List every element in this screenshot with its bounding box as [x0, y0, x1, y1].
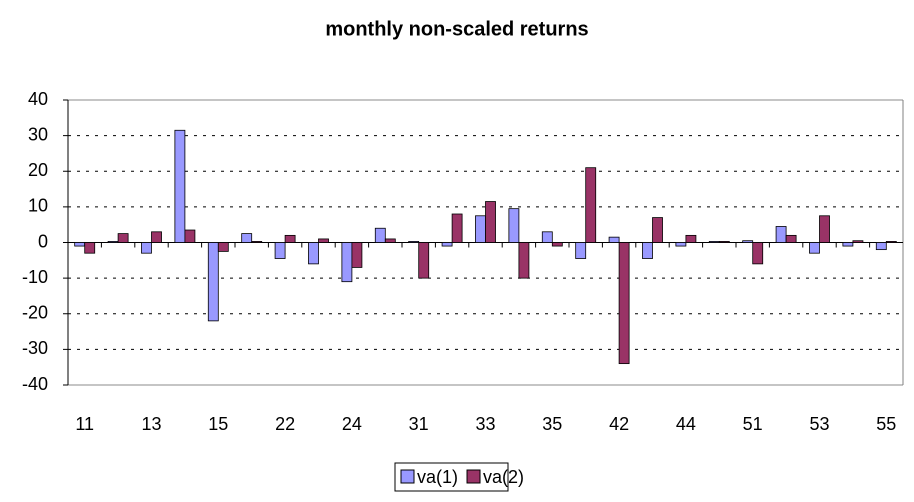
- bar: [642, 242, 653, 259]
- y-tick-label: 20: [28, 160, 48, 180]
- bar: [117, 233, 129, 243]
- bar: [207, 242, 219, 322]
- bar: [475, 215, 486, 243]
- x-tick-label: 55: [876, 414, 896, 434]
- bar: [809, 242, 820, 254]
- bar: [852, 240, 864, 243]
- y-tick-label: 30: [28, 124, 48, 144]
- legend-swatch: [400, 469, 415, 484]
- legend-label: va(2): [483, 467, 524, 487]
- bar: [107, 241, 119, 243]
- bar: [518, 242, 530, 279]
- x-tick-label: 15: [208, 414, 228, 434]
- bar: [151, 231, 162, 243]
- bar: [551, 242, 563, 247]
- y-tick-label: 0: [38, 231, 48, 251]
- bar: [675, 242, 687, 247]
- bar: [141, 242, 152, 254]
- bar: [74, 242, 86, 247]
- y-tick-label: 10: [28, 196, 48, 216]
- bar: [174, 129, 186, 243]
- bar: [742, 240, 754, 243]
- bar: [318, 238, 329, 243]
- bar: [451, 213, 463, 243]
- bar: [608, 236, 620, 243]
- bar: [274, 242, 286, 259]
- bar: [575, 242, 587, 259]
- bar: [284, 234, 296, 243]
- chart-title: monthly non-scaled returns: [325, 18, 588, 40]
- x-tick-label: 42: [609, 414, 629, 434]
- bar: [241, 233, 253, 243]
- y-tick-label: -30: [22, 338, 48, 358]
- x-tick-label: 53: [809, 414, 829, 434]
- x-tick-label: 13: [141, 414, 161, 434]
- bar: [508, 208, 520, 243]
- legend-swatch: [466, 469, 481, 484]
- y-tick-label: -20: [22, 303, 48, 323]
- bar: [485, 201, 496, 243]
- x-tick-label: 24: [342, 414, 362, 434]
- x-tick-label: 35: [542, 414, 562, 434]
- bar: [308, 242, 319, 265]
- bar: [217, 242, 229, 252]
- bar: [842, 242, 854, 247]
- bar: [585, 167, 597, 243]
- bar: [184, 229, 196, 243]
- legend-label: va(1): [417, 467, 458, 487]
- bar: [441, 242, 453, 247]
- bar: [785, 234, 797, 243]
- bar: [341, 242, 353, 283]
- x-tick-label: 33: [475, 414, 495, 434]
- bar: [351, 242, 363, 268]
- x-tick-label: 11: [75, 414, 94, 434]
- y-tick-label: 40: [28, 89, 48, 109]
- bar: [718, 241, 730, 243]
- bar: [618, 242, 630, 365]
- y-tick-label: -10: [22, 267, 48, 287]
- x-tick-label: 22: [275, 414, 295, 434]
- x-tick-label: 44: [676, 414, 696, 434]
- bar: [408, 241, 420, 243]
- bar: [875, 242, 887, 251]
- x-tick-label: 31: [409, 414, 429, 434]
- y-tick-label: -40: [22, 374, 48, 394]
- bar: [685, 234, 697, 243]
- bar: [752, 242, 764, 265]
- bar: [885, 241, 897, 243]
- bar: [775, 226, 787, 243]
- bar: [418, 242, 430, 279]
- bar: [84, 242, 96, 254]
- bar: [374, 227, 386, 243]
- bar: [652, 217, 663, 243]
- x-tick-label: 51: [743, 414, 763, 434]
- bar: [541, 231, 553, 243]
- bar: [819, 215, 830, 243]
- bar: [384, 238, 396, 243]
- bar: [708, 241, 720, 243]
- bar: [251, 241, 263, 243]
